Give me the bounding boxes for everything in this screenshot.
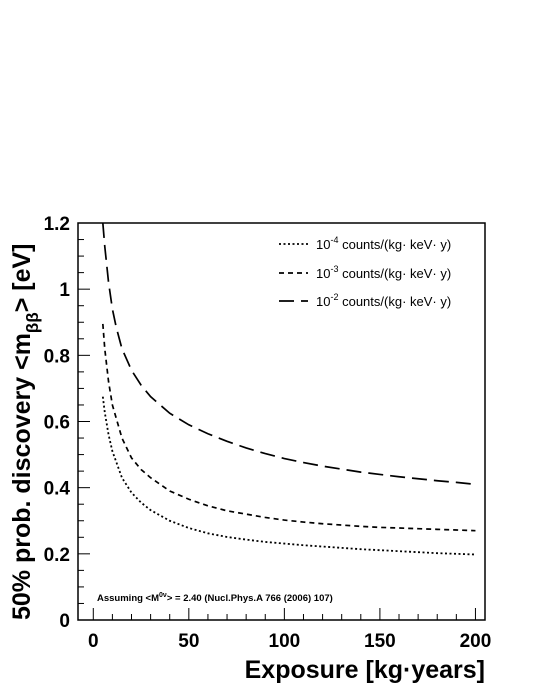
x-tick-label: 150 [364, 631, 396, 652]
x-tick-label: 0 [88, 631, 99, 652]
y-tick-label: 0.6 [44, 413, 70, 434]
y-tick-labels: 0 0.2 0.4 0.6 0.8 1 1.2 [44, 214, 71, 632]
legend: 10-4 counts/(kg· keV· y) 10-3 counts/(kg·… [279, 235, 451, 309]
y-axis-title: 50% prob. discovery <mββ> [eV] [8, 244, 42, 620]
x-tick-label: 200 [460, 631, 492, 652]
x-axis-title: Exposure [kg·years] [245, 656, 485, 684]
plot-frame [77, 222, 486, 621]
series-line-dashed [101, 323, 476, 532]
data-series [101, 222, 476, 556]
x-tick-labels: 0 50 100 150 200 [88, 631, 491, 652]
y-tick-label: 0 [59, 611, 70, 632]
y-tick-label: 0.4 [44, 479, 71, 500]
series-line-long-dashed [101, 222, 476, 486]
legend-label: 10-4 counts/(kg· keV· y) [316, 235, 451, 252]
y-tick-label: 0.2 [44, 545, 70, 566]
legend-label: 10-2 counts/(kg· keV· y) [316, 292, 451, 309]
annotation-text: Assuming <M0ν> = 2.40 (Nucl.Phys.A 766 (… [97, 592, 333, 604]
legend-label: 10-3 counts/(kg· keV· y) [316, 264, 451, 281]
x-tick-label: 50 [178, 631, 199, 652]
y-tick-label: 1.2 [44, 214, 70, 235]
x-tick-label: 100 [269, 631, 301, 652]
y-tick-label: 0.8 [44, 346, 70, 367]
y-tick-label: 1 [59, 280, 70, 301]
series-line-dotted [101, 396, 476, 556]
axis-ticks [78, 222, 476, 621]
